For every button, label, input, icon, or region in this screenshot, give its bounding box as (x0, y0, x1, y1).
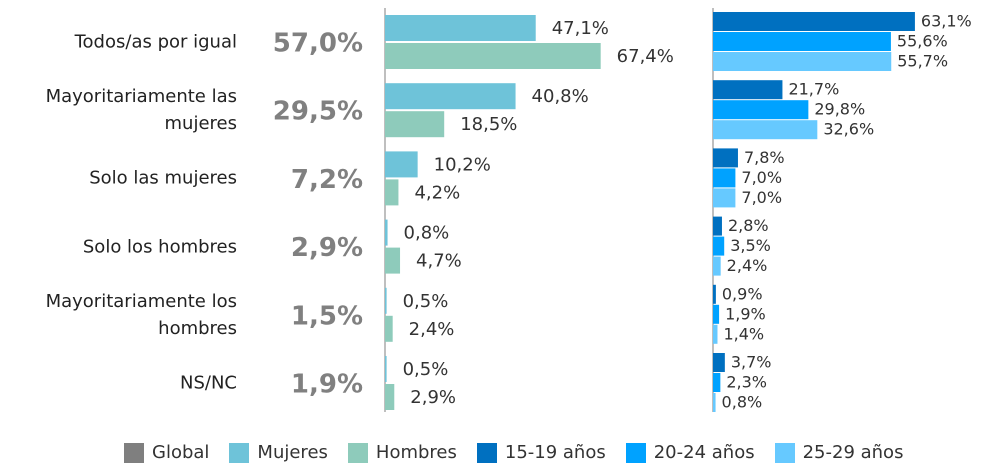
bar (713, 304, 720, 324)
bar (385, 219, 388, 246)
legend-item: 25-29 años (774, 442, 904, 463)
category-label: Todos/as por igual (74, 31, 237, 53)
category-label: Solo los hombres (82, 236, 237, 258)
legend-swatch (774, 442, 795, 463)
legend-swatch (124, 442, 144, 463)
value-label: 21,7% (788, 80, 839, 99)
bar (385, 287, 387, 314)
bar (713, 120, 818, 140)
legend-item: 20-24 años (625, 442, 755, 463)
bar (713, 52, 892, 71)
value-label: 0,9% (722, 284, 763, 303)
bar (385, 315, 393, 342)
bar (713, 373, 721, 392)
value-label: 1,9% (725, 304, 766, 323)
bar (713, 80, 783, 100)
legend-item: Mujeres (229, 442, 328, 463)
bar (385, 384, 395, 410)
value-label: 3,5% (730, 236, 771, 255)
legend-item: 15-19 años (476, 442, 606, 463)
value-label: 40,8% (532, 86, 589, 107)
global-value-label: 57,0% (273, 29, 363, 59)
global-value-label: 2,9% (291, 233, 363, 263)
legend-label: Global (152, 442, 210, 463)
legend-swatch (229, 442, 250, 463)
bar (713, 393, 716, 412)
bar (713, 353, 725, 372)
value-label: 2,9% (410, 387, 456, 408)
bar (713, 148, 738, 168)
value-label: 3,7% (731, 353, 772, 372)
value-label: 55,7% (897, 52, 948, 71)
bar (713, 188, 736, 208)
legend-label: 25-29 años (802, 442, 904, 463)
bar (385, 15, 536, 41)
value-label: 2,4% (727, 256, 768, 275)
legend-swatch (625, 442, 646, 463)
bar (713, 216, 722, 236)
value-label: 18,5% (460, 114, 517, 135)
bar (385, 43, 601, 69)
value-label: 47,1% (552, 18, 609, 39)
value-label: 4,2% (414, 182, 460, 203)
bar (713, 284, 716, 304)
bar (385, 247, 401, 274)
value-label: 0,5% (403, 291, 449, 312)
value-label: 2,4% (409, 319, 455, 340)
value-label: 1,4% (723, 324, 764, 343)
legend-swatch (476, 442, 497, 463)
value-label: 0,8% (722, 393, 763, 412)
category-label: Mayoritariamente las mujeres (45, 86, 237, 135)
category-label: Mayoritariamente los hombres (45, 290, 237, 339)
value-label: 32,6% (823, 120, 874, 139)
value-label: 29,8% (814, 100, 865, 119)
legend-swatch (347, 442, 368, 463)
legend-label: 20-24 años (653, 442, 755, 463)
category-label: Solo las mujeres (89, 167, 237, 189)
value-label: 63,1% (921, 12, 972, 31)
bar (713, 12, 915, 31)
legend-label: Mujeres (257, 442, 328, 463)
global-value-label: 1,5% (291, 301, 363, 331)
value-label: 10,2% (434, 154, 491, 175)
bar (713, 168, 736, 188)
legend: Global Mujeres Hombres 15-19 años 20-24 años… (124, 442, 903, 463)
global-value-label: 7,2% (291, 165, 363, 195)
bar (713, 100, 809, 120)
value-label: 2,3% (726, 373, 767, 392)
value-label: 2,8% (728, 216, 769, 235)
legend-label: Hombres (375, 442, 457, 463)
value-label: 55,6% (897, 32, 948, 51)
legend-item: Hombres (347, 442, 457, 463)
legend-item: Global (124, 442, 209, 463)
value-label: 7,0% (741, 168, 782, 187)
bar (713, 256, 721, 276)
legend-label: 15-19 años (504, 442, 606, 463)
value-label: 0,5% (403, 359, 449, 380)
global-value-label: 29,5% (273, 97, 363, 127)
value-label: 7,8% (744, 148, 785, 167)
bar (385, 151, 418, 178)
value-label: 4,7% (416, 251, 462, 272)
value-label: 67,4% (617, 46, 674, 67)
global-value-label: 1,9% (291, 370, 363, 400)
bar (385, 179, 399, 206)
category-label: NS/NC (180, 372, 237, 394)
bar (713, 236, 725, 256)
bar (385, 356, 387, 382)
bar (385, 83, 516, 110)
bar (713, 32, 891, 51)
value-label: 0,8% (404, 223, 450, 244)
bar (713, 324, 718, 344)
value-label: 7,0% (741, 188, 782, 207)
bar (385, 111, 445, 138)
